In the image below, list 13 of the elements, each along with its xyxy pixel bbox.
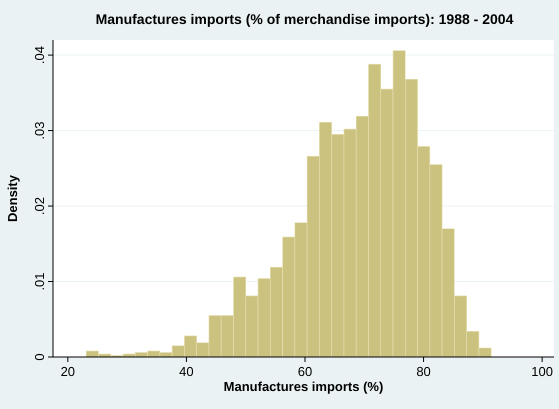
y-tick-label: .02 xyxy=(32,197,47,216)
y-tick-label: .04 xyxy=(32,46,47,64)
x-tick-label: 100 xyxy=(531,364,553,379)
y-tick-label: .01 xyxy=(32,272,47,291)
x-tick-label: 80 xyxy=(416,364,431,379)
x-tick-label: 20 xyxy=(60,364,76,379)
chart-title: Manufactures imports (% of merchandise imports): 1988 - 2004 xyxy=(96,11,514,27)
y-axis-title: Density xyxy=(5,174,20,222)
x-axis-title: Manufactures imports (%) xyxy=(224,379,384,394)
y-tick-label: .03 xyxy=(32,122,47,140)
x-tick-label: 60 xyxy=(298,364,312,379)
y-tick-label: 0 xyxy=(32,353,47,361)
x-tick-label: 40 xyxy=(179,364,194,379)
